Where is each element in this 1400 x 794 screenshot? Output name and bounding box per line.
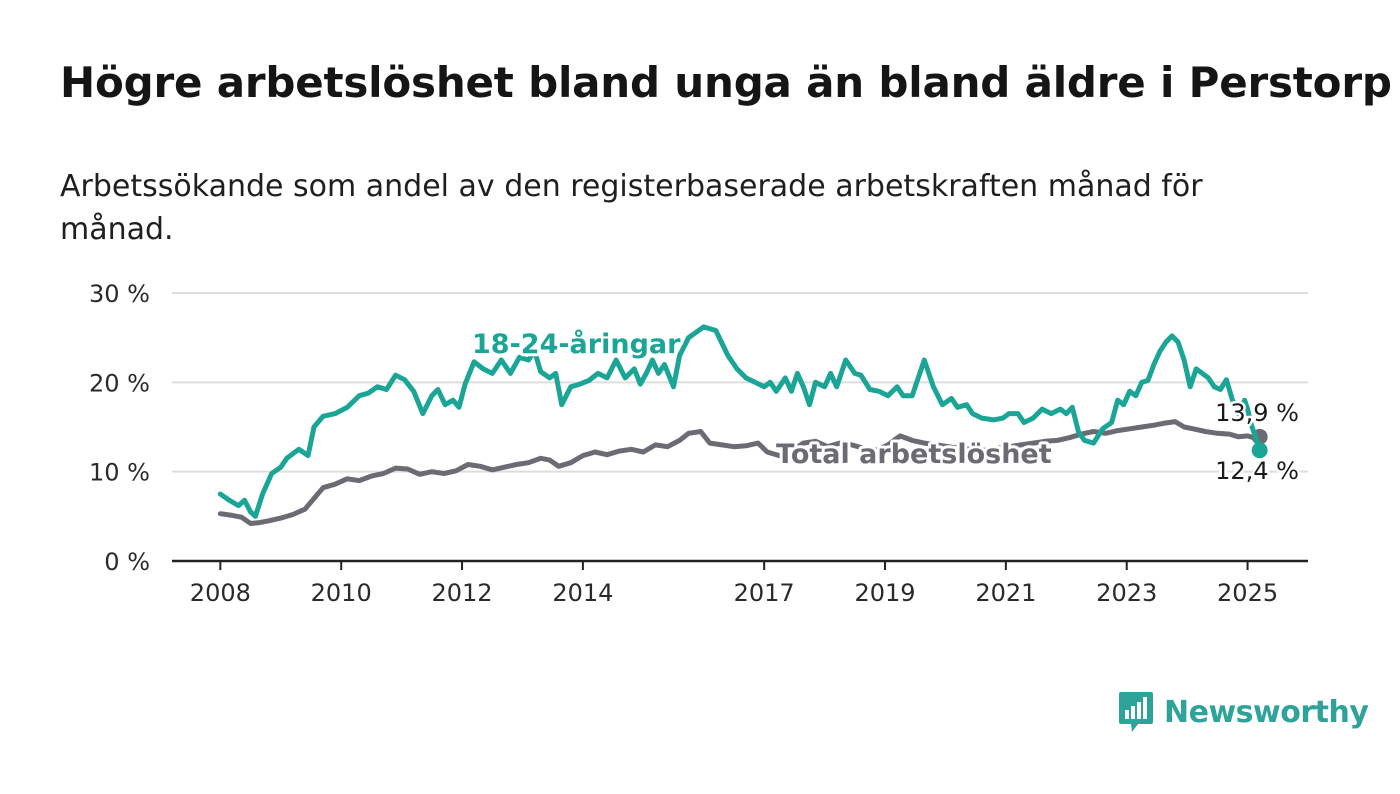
newsworthy-logo: Newsworthy [1118, 690, 1369, 734]
y-tick-label: 0 % [104, 548, 150, 576]
x-tick-label: 2025 [1217, 579, 1278, 607]
x-axis: 2008 2010 2012 2014 2017 2019 2021 2023 2025 [172, 559, 1308, 607]
x-tick-label: 2014 [552, 579, 613, 607]
series-labels: 18-24-åringar Total arbetslöshet 13,9 % 12,… [469, 325, 1301, 488]
x-tick-label: 2021 [975, 579, 1036, 607]
y-tick-label: 30 % [89, 280, 150, 308]
x-tick-label: 2012 [432, 579, 493, 607]
chart-subtitle: Arbetssökande som andel av den registerb… [60, 169, 1203, 247]
series-line [217, 324, 1263, 519]
x-tick-label: 2008 [190, 579, 251, 607]
series-end-dot [1251, 442, 1268, 459]
grid-lines [172, 292, 1308, 473]
chart-title: Högre arbetslöshet bland unga än bland ä… [60, 58, 1392, 107]
y-tick-label: 20 % [89, 369, 150, 397]
logo-text: Newsworthy [1164, 694, 1369, 730]
series-label-youth: 18-24-åringar [472, 328, 681, 360]
bar-chart-speech-bubble-icon [1119, 692, 1153, 732]
y-tick-label: 10 % [89, 459, 150, 487]
end-value-total: 13,9 % [1215, 399, 1299, 427]
end-value-youth: 12,4 % [1215, 457, 1299, 485]
series-line [217, 419, 1263, 526]
x-tick-label: 2017 [734, 579, 795, 607]
x-tick-label: 2010 [311, 579, 372, 607]
series-lines [217, 324, 1268, 526]
series-label-total: Total arbetslöshet [776, 439, 1052, 470]
y-axis: 0 % 10 % 20 % 30 % [89, 280, 150, 576]
x-tick-label: 2019 [854, 579, 915, 607]
x-tick-label: 2023 [1096, 579, 1157, 607]
